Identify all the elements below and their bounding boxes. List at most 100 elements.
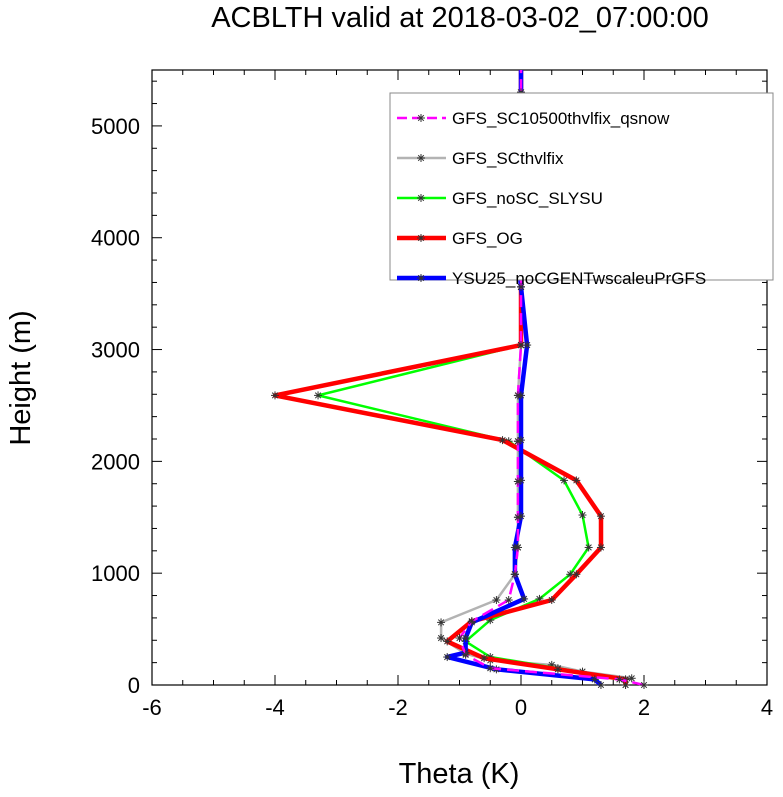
marker-stroke <box>591 676 598 683</box>
marker-stroke <box>536 595 543 603</box>
data-point-marker <box>437 634 446 643</box>
marker-stroke <box>468 618 475 625</box>
data-point-marker <box>517 341 525 350</box>
marker-stroke <box>597 513 605 520</box>
data-point-marker <box>627 674 636 683</box>
x-tick-label: -4 <box>265 695 285 720</box>
y-axis-title: Height (m) <box>5 310 37 445</box>
data-point-marker <box>572 476 581 485</box>
data-point-marker <box>461 650 470 659</box>
legend-item: GFS_SCthvlfix <box>397 149 564 168</box>
marker-stroke <box>499 436 506 444</box>
marker-stroke <box>511 571 519 578</box>
marker-stroke <box>573 571 580 578</box>
marker-stroke <box>579 511 586 519</box>
marker-stroke <box>573 477 580 484</box>
data-point-marker <box>504 596 513 605</box>
data-point-marker <box>513 477 522 486</box>
data-point-marker <box>547 596 556 605</box>
marker-stroke <box>514 438 522 445</box>
legend-item: GFS_OG <box>397 229 523 248</box>
marker-stroke <box>487 616 494 624</box>
legend-label: YSU25_noCGENTwscaleuPrGFS <box>452 269 706 288</box>
marker-stroke <box>444 653 451 661</box>
data-point-marker <box>443 637 452 646</box>
series-GFS_SC10500thvlfix_qsnow <box>455 70 648 689</box>
data-point-marker <box>417 114 425 122</box>
data-point-marker <box>572 570 581 579</box>
data-point-marker <box>615 675 624 684</box>
marker-stroke <box>640 681 648 689</box>
marker-stroke <box>597 544 605 551</box>
legend-label: GFS_noSC_SLYSU <box>452 189 603 208</box>
data-point-marker <box>417 154 425 162</box>
marker-stroke <box>523 341 531 349</box>
data-point-marker <box>513 513 522 522</box>
marker-stroke <box>314 392 322 399</box>
marker-stroke <box>560 477 568 484</box>
marker-stroke <box>487 665 494 672</box>
marker-stroke <box>493 596 500 604</box>
legend-item: YSU25_noCGENTwscaleuPrGFS <box>397 269 706 288</box>
data-point-marker <box>417 194 425 202</box>
x-tick-label: 2 <box>638 695 650 720</box>
marker-stroke <box>437 619 445 626</box>
data-point-marker <box>517 282 525 291</box>
data-point-marker <box>590 675 599 684</box>
marker-stroke <box>456 634 463 642</box>
data-point-marker <box>560 476 569 485</box>
data-point-marker <box>520 594 529 603</box>
data-point-marker <box>314 391 323 400</box>
marker-stroke <box>417 274 425 282</box>
data-point-marker <box>578 511 587 520</box>
legend-box <box>389 92 774 281</box>
marker-stroke <box>417 194 425 202</box>
marker-stroke <box>505 596 512 604</box>
y-tick-label: 0 <box>128 673 140 698</box>
marker-stroke <box>554 666 562 673</box>
data-point-marker <box>437 618 446 627</box>
data-point-marker <box>640 681 648 689</box>
marker-stroke <box>548 596 555 604</box>
x-tick-label: 4 <box>761 695 773 720</box>
data-point-marker <box>498 436 507 445</box>
marker-stroke <box>271 392 279 399</box>
marker-stroke <box>585 544 592 551</box>
legend-item: GFS_noSC_SLYSU <box>397 189 603 208</box>
data-point-marker <box>621 681 630 689</box>
data-point-marker <box>513 391 522 400</box>
x-tick-label: -6 <box>142 695 162 720</box>
marker-stroke <box>437 634 445 642</box>
data-point-marker <box>486 664 495 673</box>
legend-item: GFS_SC10500thvlfix_qsnow <box>397 109 670 128</box>
marker-stroke <box>628 675 635 682</box>
marker-stroke <box>462 651 469 658</box>
y-tick-label: 5000 <box>91 114 140 139</box>
data-point-marker <box>596 543 605 552</box>
data-point-marker <box>443 653 452 662</box>
x-tick-label: -2 <box>388 695 408 720</box>
marker-stroke <box>517 283 525 291</box>
data-point-marker <box>584 543 593 552</box>
marker-stroke <box>616 676 623 683</box>
marker-stroke <box>567 571 574 578</box>
y-tick-label: 4000 <box>91 226 140 251</box>
marker-stroke <box>514 514 522 521</box>
chart-title: ACBLTH valid at 2018-03-02_07:00:00 <box>211 2 709 34</box>
marker-stroke <box>520 595 528 603</box>
marker-stroke <box>417 234 425 242</box>
legend-label: GFS_SCthvlfix <box>452 149 564 168</box>
data-point-marker <box>596 512 605 521</box>
marker-stroke <box>514 392 522 399</box>
data-point-marker <box>455 634 464 643</box>
data-point-marker <box>492 596 501 605</box>
legend-label: GFS_OG <box>452 229 523 248</box>
marker-stroke <box>462 634 469 642</box>
data-point-marker <box>271 391 279 400</box>
data-point-marker <box>417 234 425 242</box>
marker-stroke <box>514 544 522 551</box>
y-tick-label: 2000 <box>91 449 140 474</box>
x-axis-title: Theta (K) <box>399 758 520 790</box>
marker-stroke <box>514 478 522 485</box>
data-point-marker <box>467 617 476 626</box>
